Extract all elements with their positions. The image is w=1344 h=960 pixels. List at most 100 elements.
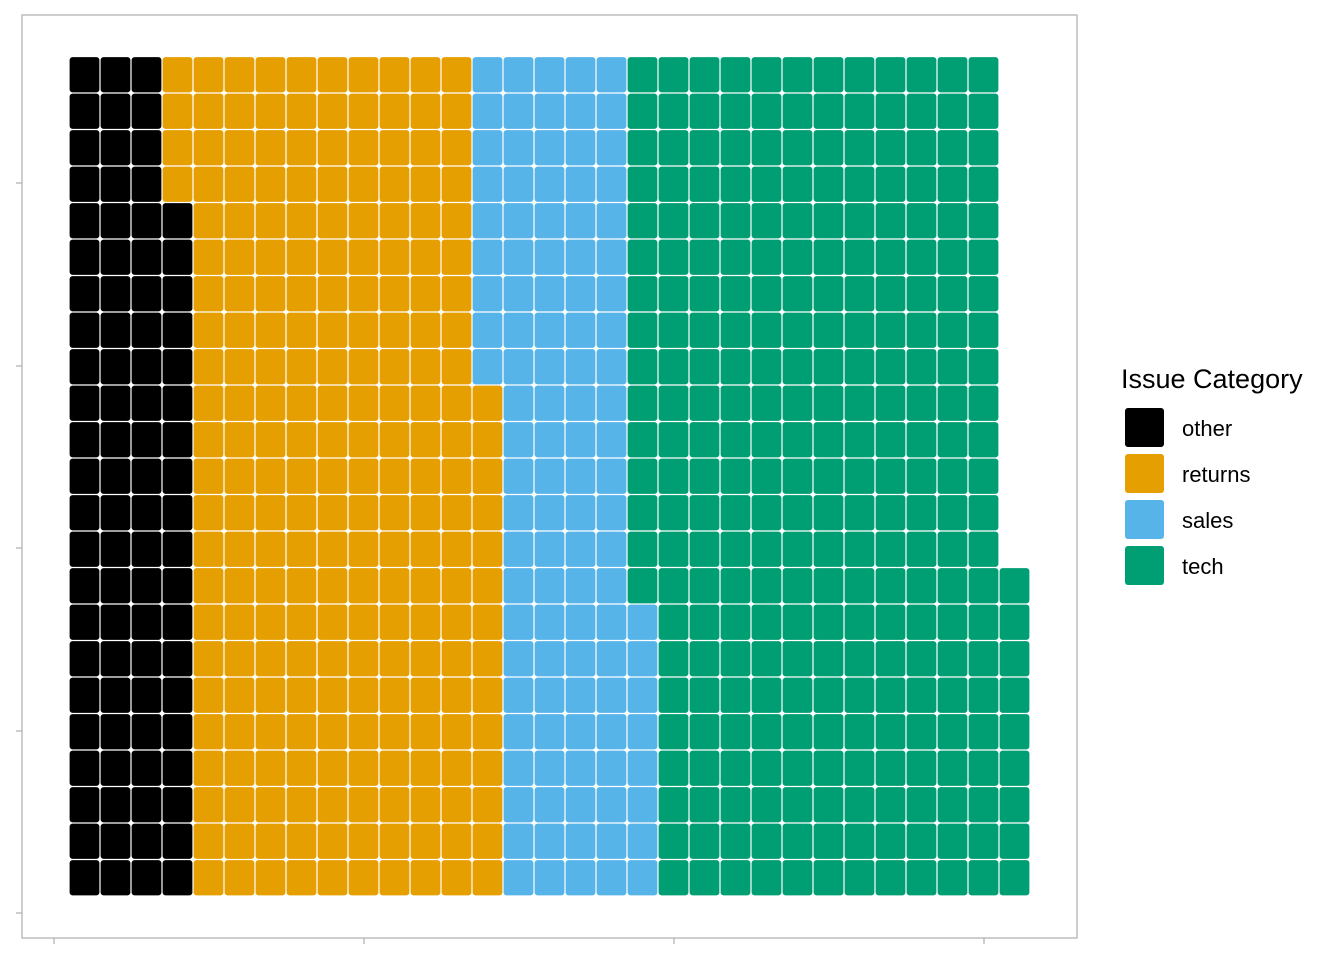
waffle-cell-tech	[844, 239, 875, 275]
waffle-cell-tech	[751, 860, 782, 896]
waffle-cell-tech	[751, 276, 782, 312]
waffle-cell-sales	[627, 714, 658, 750]
waffle-cell-returns	[317, 422, 348, 458]
waffle-cell-sales	[534, 203, 565, 239]
waffle-cell-tech	[937, 312, 968, 348]
waffle-cell-other	[131, 349, 162, 385]
waffle-cell-returns	[348, 823, 379, 859]
waffle-cell-sales	[534, 385, 565, 421]
waffle-cell-returns	[410, 422, 441, 458]
waffle-cell-returns	[348, 203, 379, 239]
waffle-cell-tech	[937, 860, 968, 896]
waffle-cell-tech	[999, 750, 1030, 786]
waffle-cell-tech	[720, 93, 751, 129]
waffle-cell-tech	[658, 823, 689, 859]
waffle-cell-tech	[875, 677, 906, 713]
waffle-cell-returns	[286, 604, 317, 640]
waffle-cell-sales	[565, 349, 596, 385]
waffle-cell-tech	[937, 130, 968, 166]
waffle-cell-sales	[534, 130, 565, 166]
waffle-cell-tech	[720, 57, 751, 93]
waffle-cell-sales	[627, 787, 658, 823]
waffle-cell-sales	[503, 787, 534, 823]
waffle-cell-sales	[596, 276, 627, 312]
waffle-cell-tech	[937, 604, 968, 640]
waffle-cell-returns	[255, 349, 286, 385]
waffle-cell-returns	[379, 458, 410, 494]
waffle-cell-tech	[720, 203, 751, 239]
waffle-cell-returns	[193, 349, 224, 385]
waffle-cell-returns	[255, 385, 286, 421]
waffle-cell-tech	[720, 166, 751, 202]
waffle-cell-sales	[565, 860, 596, 896]
waffle-cell-tech	[782, 641, 813, 677]
waffle-cell-sales	[596, 93, 627, 129]
waffle-cell-tech	[720, 714, 751, 750]
waffle-cell-returns	[348, 458, 379, 494]
waffle-cell-sales	[627, 750, 658, 786]
waffle-cell-tech	[844, 166, 875, 202]
waffle-cell-sales	[596, 239, 627, 275]
waffle-cell-sales	[503, 604, 534, 640]
waffle-cell-returns	[348, 349, 379, 385]
legend-key-tech	[1125, 546, 1164, 585]
waffle-cell-tech	[968, 312, 999, 348]
waffle-cell-tech	[875, 385, 906, 421]
waffle-cell-returns	[286, 787, 317, 823]
waffle-cell-sales	[596, 568, 627, 604]
axis-ticks	[16, 182, 985, 944]
waffle-cell-sales	[565, 385, 596, 421]
waffle-cell-returns	[379, 239, 410, 275]
waffle-cell-sales	[565, 312, 596, 348]
waffle-cell-tech	[658, 349, 689, 385]
waffle-cell-returns	[441, 714, 472, 750]
waffle-cell-tech	[751, 239, 782, 275]
waffle-cell-tech	[658, 495, 689, 531]
waffle-cell-tech	[689, 750, 720, 786]
waffle-cell-tech	[968, 495, 999, 531]
waffle-cell-tech	[937, 349, 968, 385]
waffle-cell-tech	[999, 714, 1030, 750]
legend-key-other	[1125, 408, 1164, 447]
waffle-cell-other	[69, 568, 100, 604]
waffle-cell-tech	[751, 130, 782, 166]
waffle-cell-tech	[937, 677, 968, 713]
waffle-cell-tech	[813, 312, 844, 348]
waffle-cell-tech	[844, 385, 875, 421]
waffle-cell-tech	[751, 823, 782, 859]
waffle-cell-tech	[782, 276, 813, 312]
waffle-cell-other	[131, 750, 162, 786]
waffle-cell-other	[69, 714, 100, 750]
waffle-cell-returns	[379, 495, 410, 531]
waffle-cell-other	[131, 166, 162, 202]
waffle-cell-tech	[875, 130, 906, 166]
waffle-cell-sales	[503, 422, 534, 458]
waffle-cell-tech	[906, 641, 937, 677]
waffle-cell-other	[162, 312, 193, 348]
waffle-cell-tech	[658, 385, 689, 421]
waffle-cell-returns	[410, 677, 441, 713]
waffle-cell-sales	[534, 276, 565, 312]
waffle-cell-sales	[565, 458, 596, 494]
waffle-cell-sales	[472, 166, 503, 202]
waffle-cell-tech	[689, 349, 720, 385]
waffle-cell-tech	[968, 860, 999, 896]
waffle-cell-tech	[751, 641, 782, 677]
legend-label-returns: returns	[1182, 462, 1250, 487]
waffle-cell-other	[131, 312, 162, 348]
waffle-cell-tech	[937, 57, 968, 93]
waffle-cell-tech	[968, 641, 999, 677]
waffle-cell-returns	[317, 677, 348, 713]
waffle-cell-tech	[689, 203, 720, 239]
waffle-cell-sales	[534, 239, 565, 275]
waffle-cell-returns	[348, 422, 379, 458]
waffle-cell-other	[69, 312, 100, 348]
waffle-cell-returns	[255, 276, 286, 312]
waffle-cell-tech	[999, 641, 1030, 677]
waffle-cell-tech	[999, 823, 1030, 859]
waffle-cell-tech	[782, 349, 813, 385]
waffle-cell-returns	[379, 385, 410, 421]
waffle-cell-tech	[720, 787, 751, 823]
waffle-cell-tech	[968, 57, 999, 93]
legend-key-returns	[1125, 454, 1164, 493]
